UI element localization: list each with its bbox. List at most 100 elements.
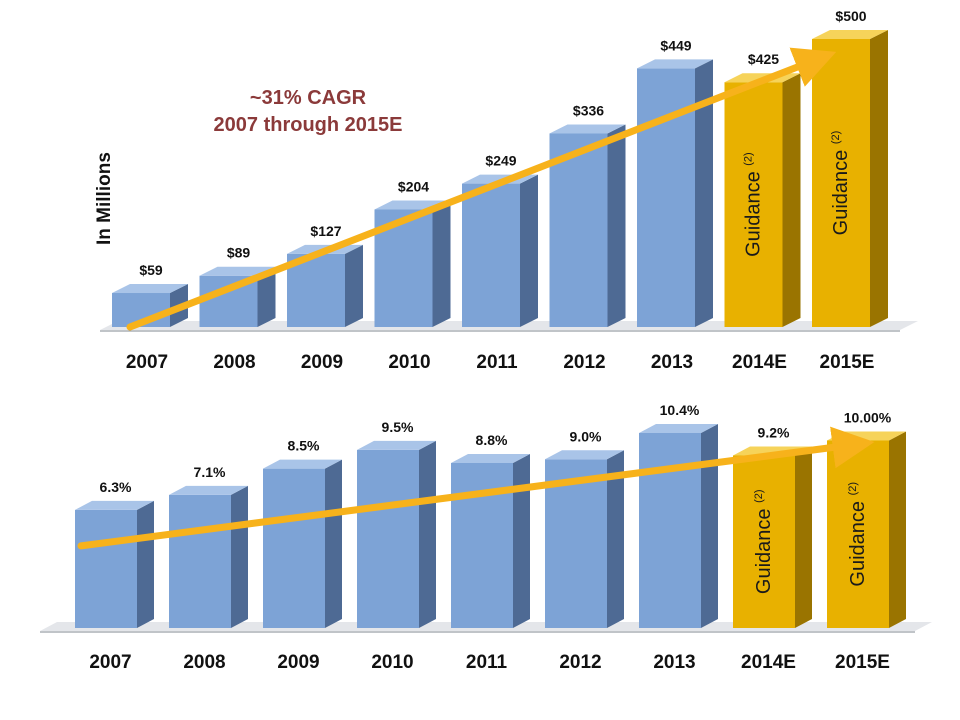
bar-front [75,509,137,628]
bar-2015E: Guidance (2) [827,431,906,628]
bar-front [263,468,325,628]
x-tick-2014E: 2014E [741,652,796,673]
x-tick-2008: 2008 [213,352,255,373]
x-tick-2010: 2010 [388,352,430,373]
x-tick-2011: 2011 [476,352,518,373]
bar-top [451,454,530,463]
guidance-label: Guidance (2) [753,489,775,594]
value-label-2014E: $425 [748,51,779,67]
guidance-label: Guidance (2) [830,131,852,236]
value-label-2013: $449 [660,37,691,53]
bar-2008 [169,485,248,628]
value-label-2008: $89 [227,245,251,261]
bar-side [795,446,812,628]
value-label-2009: $127 [310,223,341,239]
bar-top [75,500,154,510]
bar-2014E: Guidance (2) [724,73,801,327]
bar-side [325,459,342,628]
x-tick-2011: 2011 [466,652,508,673]
value-label-2014E: 9.2% [758,425,790,441]
value-label-2010: $204 [398,178,429,194]
bar-2007 [75,500,154,628]
x-tick-2013: 2013 [651,352,693,373]
bar-side [345,244,363,327]
bar-side [432,200,451,327]
bar-front [462,183,520,327]
value-labels: 6.3% 7.1% 8.5% 9.5% 8.8% 9.0% 10.4% 9.2% 10.00% [100,402,892,495]
bar-top [199,266,276,276]
cagr-annotation-line-1: ~31% CAGR [250,87,367,109]
bar-side [520,174,538,327]
value-label-2015E: 10.00% [844,410,892,426]
bar-2011 [451,454,530,628]
bar-side [513,454,530,628]
bar-series: Guidance (2) Guidance (2) [112,30,888,328]
bar-front [357,449,419,628]
bar-front [287,253,345,327]
bar-top [263,459,342,469]
trend-arrow [77,426,875,550]
x-tick-2009: 2009 [277,652,319,673]
value-label-2011: $249 [485,153,516,169]
bar-side [782,73,801,327]
bar-front [639,433,701,628]
x-tick-2014E: 2014E [732,352,787,373]
x-tick-2009: 2009 [301,352,343,373]
bar-2012 [549,124,626,328]
y-axis-label: In Millions [94,152,115,245]
bar-2015E: Guidance (2) [812,30,888,327]
x-axis-tick-labels: 2007 2008 2009 2010 2011 2012 2013 2014E 2015E [126,352,875,373]
value-label-2007: 6.3% [100,479,132,495]
x-tick-2012: 2012 [563,352,605,373]
value-label-2008: 7.1% [194,464,226,480]
bar-2013 [637,59,713,327]
bar-top [812,30,888,39]
percent-bar-chart: Guidance (2) Guidance (2) 6.3% 7.1% 8.5% 9.5… [40,402,932,673]
value-labels: $59 $89 $127 $204 $249 $336 $449 $425 $500 [139,8,866,278]
bar-top [637,59,713,69]
x-axis-tick-labels: 2007 2008 2009 2010 2011 2012 2013 2014E 2015E [89,652,890,673]
bar-top [112,284,188,294]
guidance-label: Guidance (2) [743,152,765,257]
bar-2012 [545,450,624,628]
value-label-2009: 8.5% [288,438,320,454]
x-tick-2008: 2008 [183,652,225,673]
bar-front [549,133,608,327]
x-tick-2012: 2012 [559,652,601,673]
bar-2010 [357,440,436,628]
bar-front [545,459,607,628]
bar-top [357,440,436,450]
bar-side [607,450,624,628]
bar-side [889,431,906,628]
guidance-label: Guidance (2) [847,482,869,587]
value-label-2010: 9.5% [382,419,414,435]
x-tick-2013: 2013 [653,652,695,673]
bar-front [812,39,870,327]
cagr-annotation-line-2: 2007 through 2015E [214,114,403,136]
bar-top [639,424,718,433]
bar-side [607,124,626,328]
bar-front [733,455,795,628]
value-label-2011: 8.8% [476,432,508,448]
bar-top [545,450,624,460]
bar-side [257,266,276,327]
bar-front [724,82,783,327]
bar-2009 [287,244,363,327]
bar-top [169,485,248,495]
value-label-2013: 10.4% [660,402,700,418]
bar-2014E: Guidance (2) [733,446,812,628]
bar-top [549,124,626,134]
value-label-2012: 9.0% [570,428,602,444]
bar-side [870,30,888,327]
bar-front [827,440,889,628]
x-tick-2010: 2010 [371,652,413,673]
x-tick-2015E: 2015E [820,352,875,373]
value-label-2015E: $500 [835,8,866,24]
value-label-2007: $59 [139,262,163,278]
bar-side [419,440,436,628]
x-tick-2015E: 2015E [835,652,890,673]
bar-side [231,485,248,628]
x-tick-2007: 2007 [126,352,168,373]
revenue-bar-chart: In Millions ~31% CAGR 2007 through 2015E… [94,8,918,373]
